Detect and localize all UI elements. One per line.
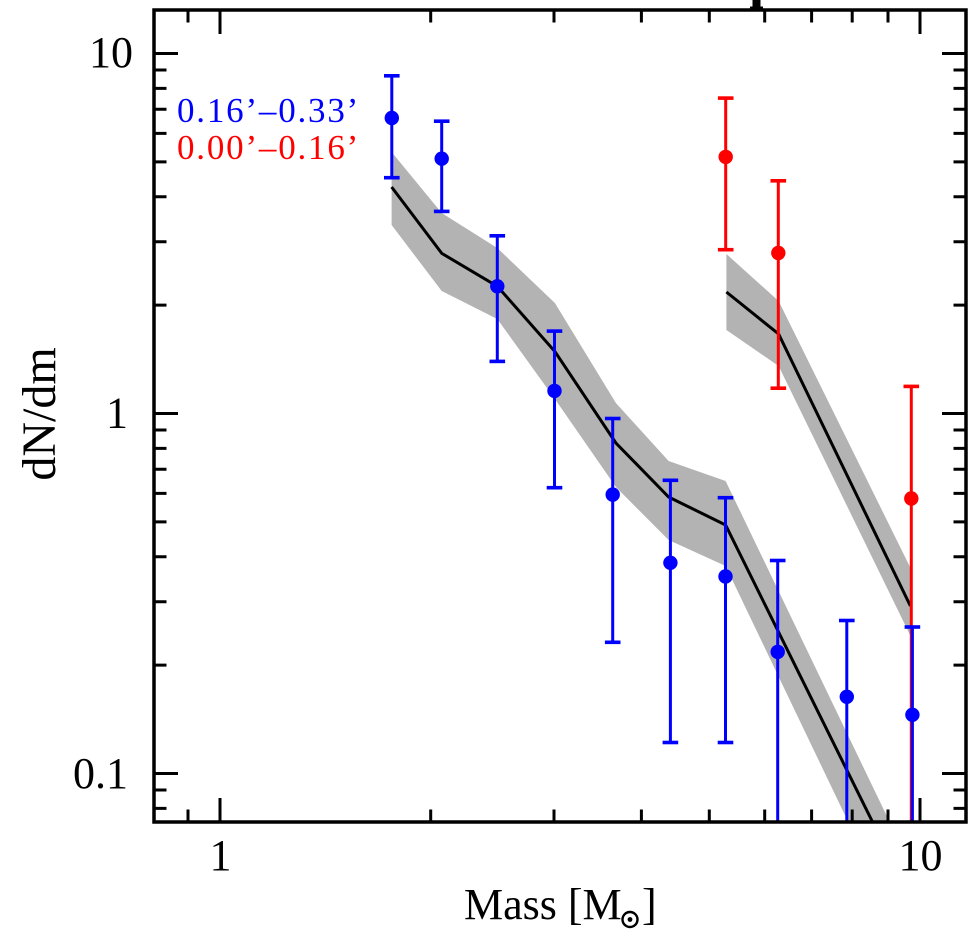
- svg-text:10: 10: [899, 831, 943, 880]
- svg-text:10: 10: [89, 28, 133, 77]
- svg-text:0.1: 0.1: [73, 749, 128, 798]
- svg-text:1: 1: [106, 389, 128, 438]
- svg-text:Mass [M: Mass [M: [464, 880, 622, 929]
- svg-text:0.16’–0.33’: 0.16’–0.33’: [177, 91, 360, 130]
- svg-text:]: ]: [642, 880, 657, 929]
- svg-text:dN/dm: dN/dm: [13, 347, 66, 480]
- svg-text:0.00’–0.16’: 0.00’–0.16’: [177, 128, 360, 167]
- svg-text:1: 1: [210, 831, 232, 880]
